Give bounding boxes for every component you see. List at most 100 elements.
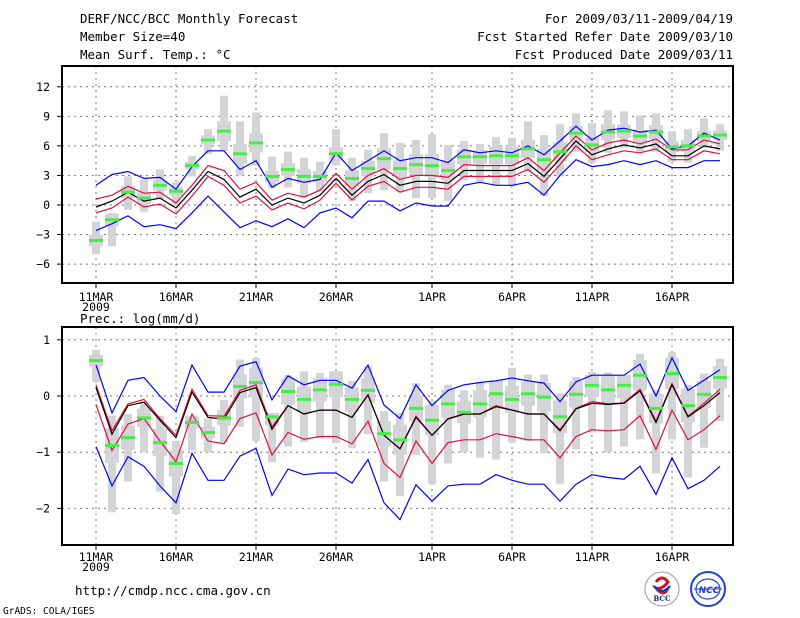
range-bar <box>348 380 356 449</box>
range-bar <box>604 372 612 453</box>
x-tick-label: 11APR <box>575 290 610 304</box>
climatology-marker <box>697 392 711 396</box>
climatology-marker <box>345 176 359 180</box>
climatology-marker <box>217 416 231 420</box>
climatology-marker <box>473 155 487 159</box>
y-tick-label: −1 <box>36 445 50 459</box>
climatology-marker <box>553 415 567 419</box>
range-bar <box>476 381 484 458</box>
climatology-marker <box>633 373 647 377</box>
x-tick-label: 16MAR <box>159 550 194 564</box>
min-envelope-line <box>95 158 720 232</box>
range-bar <box>108 212 116 247</box>
climatology-marker <box>633 134 647 138</box>
climatology-marker <box>345 397 359 401</box>
x-tick-label: 16MAR <box>159 290 194 304</box>
y-tick-label: −2 <box>36 501 50 515</box>
range-bar <box>572 376 580 450</box>
y-tick-label: 1 <box>43 333 50 347</box>
climatology-marker <box>137 416 151 420</box>
plot-frame <box>61 65 734 284</box>
x-tick-label: 26MAR <box>319 550 354 564</box>
grads-credit: GrADS: COLA/IGES <box>3 606 95 617</box>
member-size: Member Size=40 <box>80 29 185 44</box>
x-tick-label: 21MAR <box>239 290 274 304</box>
range-bar <box>492 380 500 460</box>
climatology-marker <box>569 131 583 135</box>
x-tick-label: 16APR <box>655 550 690 564</box>
climatology-marker <box>153 183 167 187</box>
max-envelope-line <box>95 125 721 191</box>
range-bar <box>284 375 292 447</box>
y-tick-label: 3 <box>43 168 50 182</box>
climatology-marker <box>377 157 391 161</box>
chart-title: DERF/NCC/BCC Monthly Forecast <box>80 11 298 26</box>
climatology-marker <box>505 397 519 401</box>
year-label: 2009 <box>82 300 110 314</box>
climatology-marker <box>537 395 551 399</box>
climatology-marker <box>697 134 711 138</box>
year-label: 2009 <box>82 560 110 574</box>
range-bar <box>252 357 260 441</box>
y-tick-label: 6 <box>43 139 50 153</box>
climatology-marker <box>601 130 615 134</box>
range-bar <box>668 352 676 440</box>
forecast-period: For 2009/03/11-2009/04/19 <box>545 11 733 26</box>
climatology-marker <box>649 406 663 410</box>
x-tick-label: 6APR <box>498 290 526 304</box>
variable-label: Mean Surf. Temp.: °C <box>80 47 231 62</box>
ensemble-mean-line <box>95 383 721 450</box>
climatology-marker <box>329 152 343 156</box>
range-bar <box>700 373 708 448</box>
climatology-marker <box>665 145 679 149</box>
y-tick-label: 12 <box>36 80 50 94</box>
y-tick-label: −6 <box>36 257 50 271</box>
range-bar <box>268 412 276 463</box>
produced-date: Fcst Produced Date 2009/03/11 <box>515 47 733 62</box>
climatology-marker <box>457 155 471 159</box>
climatology-marker <box>617 129 631 133</box>
climatology-marker <box>201 431 215 435</box>
range-bar <box>620 374 628 447</box>
climatology-marker <box>105 218 119 222</box>
range-bar <box>428 400 436 485</box>
climatology-marker <box>409 163 423 167</box>
y-tick-label: 0 <box>43 198 50 212</box>
x-tick-label: 11APR <box>575 550 610 564</box>
range-bar <box>332 371 340 444</box>
climatology-marker <box>89 359 103 363</box>
climatology-marker <box>297 174 311 178</box>
climatology-marker <box>169 189 183 193</box>
x-tick-label: 26MAR <box>319 290 354 304</box>
precip-panel-title: Prec.: log(mm/d) <box>80 311 200 326</box>
climatology-marker <box>521 147 535 151</box>
climatology-marker <box>281 390 295 394</box>
climatology-marker <box>505 154 519 158</box>
climatology-marker <box>585 383 599 387</box>
climatology-marker <box>569 392 583 396</box>
climatology-marker <box>601 388 615 392</box>
range-bar <box>524 374 532 441</box>
climatology-marker <box>585 143 599 147</box>
range-bar <box>716 358 724 422</box>
climatology-marker <box>281 168 295 172</box>
climatology-marker <box>441 169 455 173</box>
footer-url[interactable]: http://cmdp.ncc.cma.gov.cn <box>75 583 271 598</box>
range-bar <box>316 372 324 439</box>
climatology-marker <box>105 443 119 447</box>
range-bar <box>188 415 196 451</box>
climatology-marker <box>153 441 167 445</box>
climatology-marker <box>377 432 391 436</box>
climatology-marker <box>185 420 199 424</box>
climatology-marker <box>681 404 695 408</box>
bcc-logo-text: BCC <box>653 594 671 603</box>
climatology-marker <box>185 164 199 168</box>
precipitation-panel: −2 −1 0 1 11MAR 16MAR 21MAR 26MAR 1APR 6APR 11APR 1… <box>36 326 734 574</box>
climatology-marker <box>201 138 215 142</box>
climatology-marker <box>441 402 455 406</box>
x-tick-label: 6APR <box>498 550 526 564</box>
range-bar <box>556 393 564 485</box>
climatology-marker <box>329 382 343 386</box>
climatology-marker <box>713 375 727 379</box>
climatology-marker <box>313 174 327 178</box>
